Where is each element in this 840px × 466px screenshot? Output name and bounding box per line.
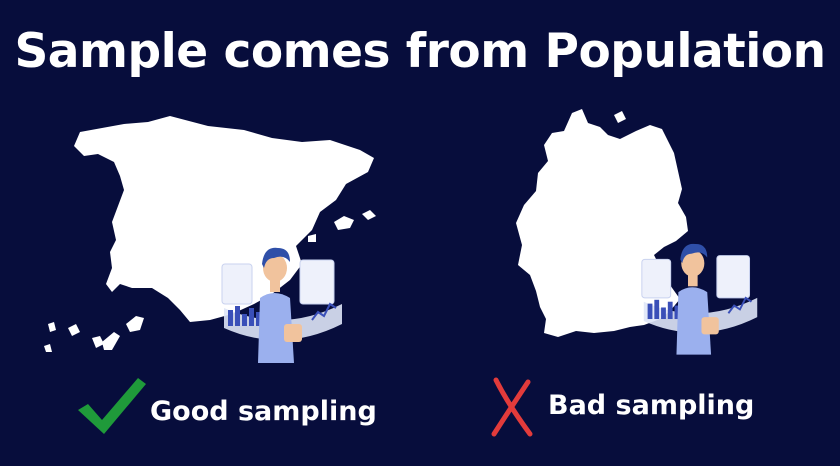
check-icon [78, 378, 146, 434]
good-sampling-label: Good sampling [150, 396, 377, 427]
cross-icon [491, 377, 533, 437]
page-title: Sample comes from Population [14, 24, 826, 79]
bad-sampling-label: Bad sampling [548, 390, 755, 421]
map-spain [44, 116, 376, 352]
analyst-illustration-right [641, 243, 758, 355]
analyst-illustration-left [221, 247, 342, 363]
